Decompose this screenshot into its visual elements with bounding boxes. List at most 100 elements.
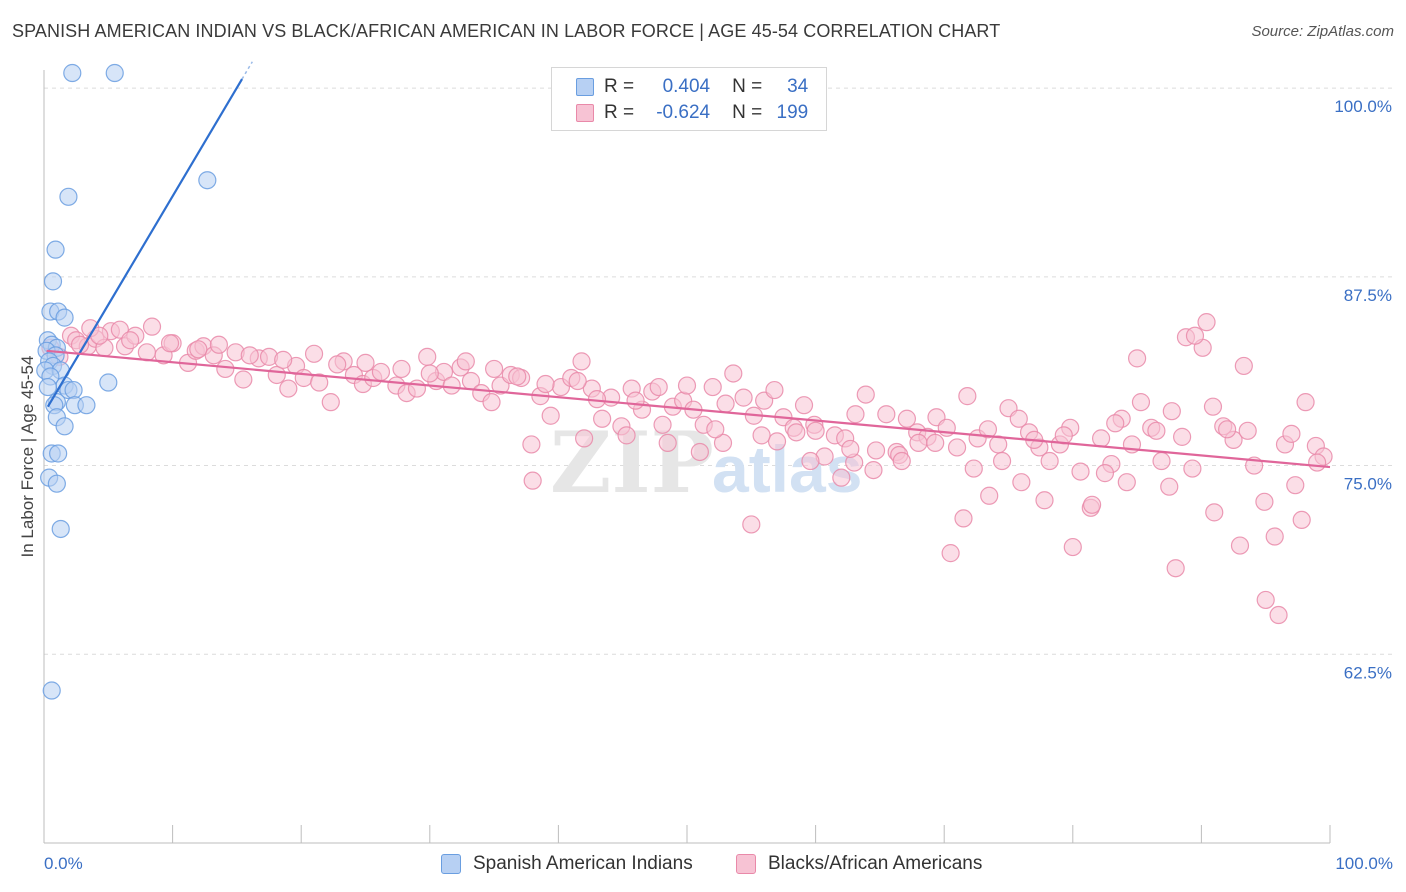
black-point bbox=[274, 350, 293, 369]
spanish-point bbox=[64, 380, 83, 400]
r-value-spanish: 0.404 bbox=[662, 76, 711, 97]
series-label-black: Blacks/African Americans bbox=[768, 853, 983, 874]
black-point bbox=[189, 340, 208, 359]
black-point bbox=[706, 420, 725, 439]
black-point bbox=[522, 435, 541, 454]
black-point bbox=[690, 442, 709, 462]
black-point bbox=[992, 451, 1012, 471]
trend-extension-spanish bbox=[241, 61, 253, 80]
black-point bbox=[371, 362, 391, 382]
black-point bbox=[1205, 503, 1224, 522]
watermark-atlas: atlas bbox=[712, 432, 862, 506]
black-point bbox=[568, 371, 587, 391]
r-label: R = bbox=[604, 102, 635, 123]
black-point bbox=[677, 376, 697, 395]
y-tick-label: 87.5% bbox=[1344, 286, 1392, 305]
black-point bbox=[240, 346, 259, 365]
black-point bbox=[575, 429, 594, 448]
black-point bbox=[806, 421, 825, 440]
data-points bbox=[36, 63, 1333, 700]
black-point bbox=[1255, 492, 1274, 511]
r-value-black: -0.624 bbox=[656, 102, 711, 123]
black-point bbox=[536, 374, 555, 394]
spanish-point bbox=[43, 272, 63, 291]
black-point bbox=[1269, 605, 1288, 625]
black-point bbox=[1160, 477, 1179, 496]
black-point bbox=[941, 544, 960, 563]
black-point bbox=[864, 460, 883, 480]
black-point bbox=[1147, 421, 1166, 440]
black-point bbox=[1197, 313, 1216, 332]
black-point bbox=[980, 486, 999, 505]
black-point bbox=[1238, 421, 1257, 440]
black-point bbox=[1296, 393, 1315, 412]
spanish-point bbox=[77, 396, 96, 415]
black-point bbox=[734, 388, 753, 407]
chart-title: SPANISH AMERICAN INDIAN VS BLACK/AFRICAN… bbox=[12, 21, 1001, 41]
black-point bbox=[356, 353, 375, 372]
spanish-point bbox=[38, 377, 57, 397]
black-point bbox=[765, 380, 784, 400]
series-swatch-black bbox=[736, 854, 756, 874]
y-tick-label: 62.5% bbox=[1344, 663, 1392, 682]
black-point bbox=[958, 387, 977, 406]
spanish-point bbox=[99, 373, 118, 392]
black-point bbox=[1095, 464, 1115, 483]
spanish-point bbox=[63, 63, 82, 83]
black-point bbox=[724, 364, 743, 383]
black-point bbox=[909, 433, 928, 453]
black-point bbox=[978, 420, 998, 439]
black-point bbox=[418, 347, 437, 366]
black-point bbox=[442, 376, 461, 395]
spanish-point bbox=[105, 63, 124, 83]
y-axis-label: In Labor Force | Age 45-54 bbox=[18, 356, 37, 558]
black-point bbox=[485, 359, 504, 379]
black-point bbox=[1152, 451, 1171, 471]
black-point bbox=[713, 433, 733, 453]
black-point bbox=[1166, 559, 1185, 578]
trend-lines bbox=[46, 61, 1331, 469]
legend-row-black: R = -0.624 N = 199 bbox=[576, 101, 808, 125]
black-point bbox=[321, 393, 340, 412]
black-point bbox=[142, 317, 162, 336]
black-point bbox=[1173, 427, 1192, 446]
black-point bbox=[897, 409, 917, 428]
black-point bbox=[703, 377, 722, 397]
spanish-point bbox=[55, 308, 74, 327]
black-point bbox=[1071, 462, 1090, 481]
black-point bbox=[626, 391, 645, 410]
black-point bbox=[482, 393, 501, 412]
black-point bbox=[649, 377, 668, 397]
black-point bbox=[846, 405, 865, 424]
black-point bbox=[160, 334, 180, 353]
trend-line-spanish bbox=[46, 78, 243, 408]
black-point bbox=[926, 433, 945, 453]
black-point bbox=[892, 451, 911, 471]
spanish-point bbox=[46, 240, 65, 259]
black-point bbox=[593, 409, 612, 428]
black-point bbox=[392, 359, 411, 379]
n-label: N = bbox=[732, 76, 763, 97]
stats-legend: R = 0.404 N = 34 R = -0.624 N = 199 bbox=[551, 67, 827, 131]
black-point bbox=[209, 335, 228, 354]
black-point bbox=[1106, 414, 1125, 433]
black-point bbox=[1218, 420, 1237, 439]
black-point bbox=[653, 415, 672, 434]
black-point bbox=[508, 367, 527, 386]
black-point bbox=[310, 373, 329, 392]
x-tick-label-end: 100.0% bbox=[1335, 854, 1393, 873]
n-value-black: 199 bbox=[776, 102, 809, 123]
spanish-point bbox=[47, 474, 66, 493]
black-point bbox=[420, 364, 439, 383]
black-point bbox=[1230, 536, 1250, 555]
black-point bbox=[1203, 397, 1223, 416]
n-value-spanish: 34 bbox=[787, 76, 809, 97]
black-point bbox=[294, 368, 313, 388]
spanish-point bbox=[55, 417, 74, 436]
y-tick-label: 100.0% bbox=[1334, 97, 1392, 116]
x-tick-label-start: 0.0% bbox=[44, 854, 83, 873]
black-point bbox=[877, 405, 896, 424]
black-point bbox=[1308, 453, 1327, 472]
watermark-zip: ZIP bbox=[550, 413, 714, 512]
black-point bbox=[279, 379, 298, 398]
